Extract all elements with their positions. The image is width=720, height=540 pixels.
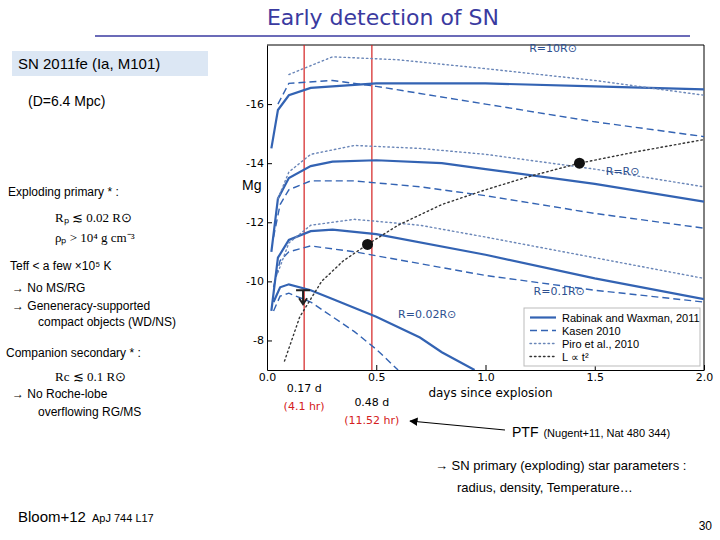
y-tick-mark [267, 340, 272, 341]
page: Early detection of SN SN 2011fe (Ia, M101… [0, 0, 720, 540]
model-curve [274, 284, 475, 370]
plot-frame [267, 45, 704, 46]
y-tick: -14 [246, 157, 272, 170]
model-curve [271, 230, 704, 311]
plot-background [267, 45, 704, 370]
detection-time-note: (11.52 hr) [344, 414, 399, 427]
temperature: Teff < a few ×10⁵ K [10, 259, 111, 273]
model-curve [278, 145, 704, 198]
slide: Early detection of SN SN 2011fe (Ia, M101… [0, 0, 720, 540]
conclusion: → SN primary (exploding) star parameters… [435, 458, 686, 473]
y-tick-label: -14 [246, 157, 264, 170]
y-axis: -16 -14 -12 -10 -8 [246, 46, 272, 371]
detection-time-label: 0.48 d [354, 396, 389, 409]
x-tick-label: 1.5 [587, 371, 605, 384]
model-curve [274, 246, 704, 302]
y-axis-line [267, 46, 268, 371]
x-tick-mark [486, 365, 487, 370]
primary-note: → No MS/RG [12, 281, 85, 295]
y-tick-mark [267, 222, 272, 223]
legend-label: Rabinak and Waxman, 2011 [562, 312, 700, 324]
y-tick: -16 [246, 98, 272, 111]
detection-time-line [304, 45, 305, 370]
y-tick-label: -12 [246, 216, 264, 229]
primary-note: → Geneneracy-supported [12, 299, 150, 313]
legend-label: L ∝ t² [562, 351, 589, 363]
primary-limit: Rₚ ≲ 0.02 R⊙ [55, 210, 132, 226]
detection-time-note: (4.1 hr) [284, 400, 325, 413]
legend-swatch [530, 316, 556, 318]
x-tick: 1.0 [477, 365, 495, 384]
x-axis-title: days since explosion [428, 386, 552, 400]
ptf-label: PTF [512, 424, 538, 440]
radius-annotation: R=R⊙ [606, 165, 640, 178]
reference: Bloom+12 [18, 508, 86, 525]
radius-annotation: R=0.1R⊙ [534, 285, 585, 298]
radius-annotation: R=10R⊙ [529, 42, 577, 55]
highlight-box [12, 51, 208, 76]
radius-annotation: R=0.02R⊙ [398, 308, 456, 321]
conclusion: radius, density, Temperature… [457, 480, 633, 495]
model-curve [271, 83, 704, 148]
legend-label: Kasen 2010 [562, 325, 621, 337]
ptf-reference: (Nugent+11, Nat 480 344) [543, 427, 670, 439]
legend-swatch [530, 343, 556, 344]
legend-swatch [530, 356, 556, 357]
legend: Rabinak and Waxman, 2011Kasen 2010Piro e… [524, 308, 700, 366]
y-tick-mark [267, 163, 272, 164]
secondary-note: overflowing RG/MS [38, 405, 141, 419]
legend-label: Piro et al., 2010 [562, 338, 639, 350]
x-tick: 0.5 [368, 365, 386, 384]
model-curve [289, 57, 704, 95]
model-curve [278, 80, 704, 136]
y-tick-mark [267, 281, 272, 282]
reference-journal: ApJ 744 L17 [92, 512, 154, 524]
sn-label: SN 2011fe (Ia, M101) [18, 55, 160, 72]
x-tick-label: 0.5 [368, 371, 386, 384]
y-tick-mark [267, 104, 272, 105]
x-tick-label: 0.0 [259, 371, 277, 384]
primary-heading: Exploding primary * : [8, 185, 119, 199]
y-tick-label: -10 [246, 275, 264, 288]
background [0, 0, 720, 540]
x-axis: 0.0 0.5 1.0 1.5 2.0 [259, 365, 714, 384]
plot-frame [704, 45, 705, 370]
x-tick-label: 1.0 [477, 371, 495, 384]
secondary-limit: Rc ≲ 0.1 R⊙ [55, 369, 126, 384]
y-tick: -8 [253, 334, 272, 347]
detection-point [574, 158, 585, 169]
detection-time-line [371, 45, 372, 370]
primary-limit: ρₚ > 10⁴ g cm⁻³ [55, 230, 135, 246]
secondary-note: → No Roche-lobe [12, 387, 108, 401]
distance: (D=6.4 Mpc) [28, 93, 105, 109]
y-tick-label: -16 [246, 98, 264, 111]
detection-point [362, 239, 373, 250]
x-tick: 1.5 [587, 365, 605, 384]
primary-note: compact objects (WD/NS) [38, 315, 176, 329]
page-number: 30 [699, 519, 713, 533]
secondary-heading: Companion secondary * : [6, 346, 141, 360]
y-axis-title: Mg [242, 177, 261, 193]
legend-box [524, 308, 700, 366]
x-tick-label: 2.0 [696, 371, 714, 384]
model-curve [278, 219, 704, 278]
y-tick: -10 [246, 275, 272, 288]
plot-area [271, 45, 704, 370]
pointer-arrow [410, 421, 505, 430]
x-tick-mark [376, 365, 377, 370]
model-curve [274, 293, 399, 370]
model-curve [274, 181, 704, 237]
slide-title: Early detection of SN [267, 5, 499, 30]
legend-swatch [530, 330, 556, 331]
y-tick: -12 [246, 216, 272, 229]
title-rule [95, 35, 690, 37]
y-tick-label: -8 [253, 334, 264, 347]
detection-time-label: 0.17 d [287, 382, 322, 395]
upper-limit [296, 290, 310, 304]
